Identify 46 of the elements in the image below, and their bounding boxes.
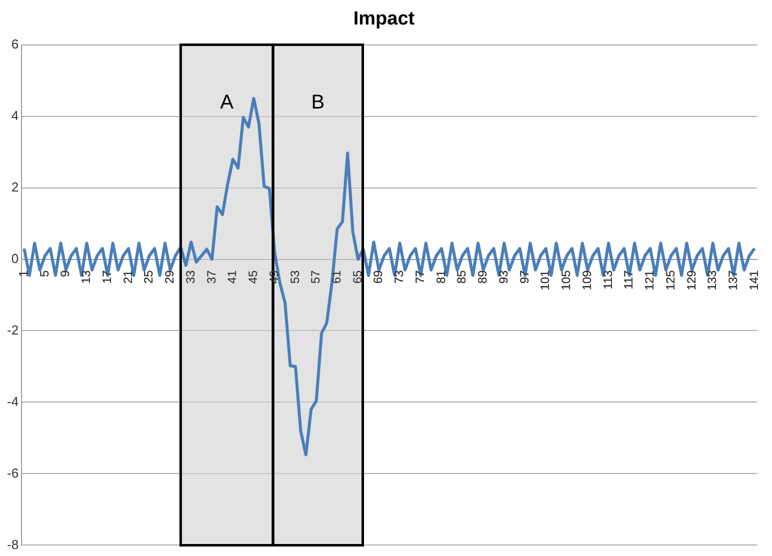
y-tick-label: 4 bbox=[11, 108, 19, 123]
x-tick-label: 21 bbox=[120, 270, 135, 284]
band-label: B bbox=[311, 91, 325, 114]
y-tick-label: -8 bbox=[6, 536, 19, 552]
x-tick-label: 61 bbox=[330, 270, 344, 284]
x-tick-label: 85 bbox=[454, 270, 469, 284]
x-tick-label: 57 bbox=[308, 270, 323, 284]
y-tick-label: 6 bbox=[11, 36, 19, 52]
x-tick-label: 105 bbox=[559, 270, 574, 290]
band-label: A bbox=[220, 91, 234, 114]
y-tick-label: -6 bbox=[6, 465, 19, 480]
x-tick-label: 41 bbox=[225, 270, 240, 284]
x-tick-label: 37 bbox=[204, 270, 218, 284]
y-tick-label: 2 bbox=[11, 179, 19, 194]
x-tick-label: 109 bbox=[580, 270, 594, 290]
x-tick-label: 33 bbox=[183, 270, 198, 284]
x-tick-label: 69 bbox=[371, 270, 386, 284]
x-tick-label: 81 bbox=[434, 270, 448, 284]
x-tick-label: 73 bbox=[392, 270, 406, 284]
x-tick-label: 17 bbox=[100, 270, 114, 284]
x-tick-label: 129 bbox=[684, 270, 698, 290]
x-tick-label: 113 bbox=[600, 270, 615, 290]
x-tick-label: 13 bbox=[79, 270, 94, 284]
x-tick-label: 5 bbox=[37, 270, 52, 277]
x-tick-label: 137 bbox=[726, 270, 740, 290]
x-tick-label: 121 bbox=[642, 270, 657, 290]
x-tick-label: 93 bbox=[496, 270, 510, 284]
x-tick-label: 53 bbox=[288, 270, 302, 284]
x-tick-label: 25 bbox=[142, 270, 156, 284]
x-tick-label: 89 bbox=[476, 270, 490, 284]
x-tick-label: 141 bbox=[746, 270, 761, 290]
x-tick-label: 133 bbox=[705, 270, 720, 290]
x-tick-label: 125 bbox=[663, 270, 678, 290]
x-tick-label: 77 bbox=[412, 270, 427, 284]
x-tick-label: 101 bbox=[538, 270, 552, 290]
x-tick-label: 29 bbox=[162, 270, 177, 284]
x-tick-label: 45 bbox=[246, 270, 260, 284]
x-tick-label: 1 bbox=[16, 270, 30, 277]
y-tick-label: 0 bbox=[11, 250, 19, 266]
x-tick-label: 97 bbox=[517, 270, 532, 284]
x-tick-label: 9 bbox=[58, 270, 72, 277]
y-tick-label: -4 bbox=[6, 394, 19, 409]
x-tick-label: 65 bbox=[350, 270, 364, 284]
y-tick-label: -2 bbox=[6, 322, 19, 338]
chart-title: Impact bbox=[353, 8, 416, 30]
x-tick-label: 117 bbox=[622, 270, 636, 290]
